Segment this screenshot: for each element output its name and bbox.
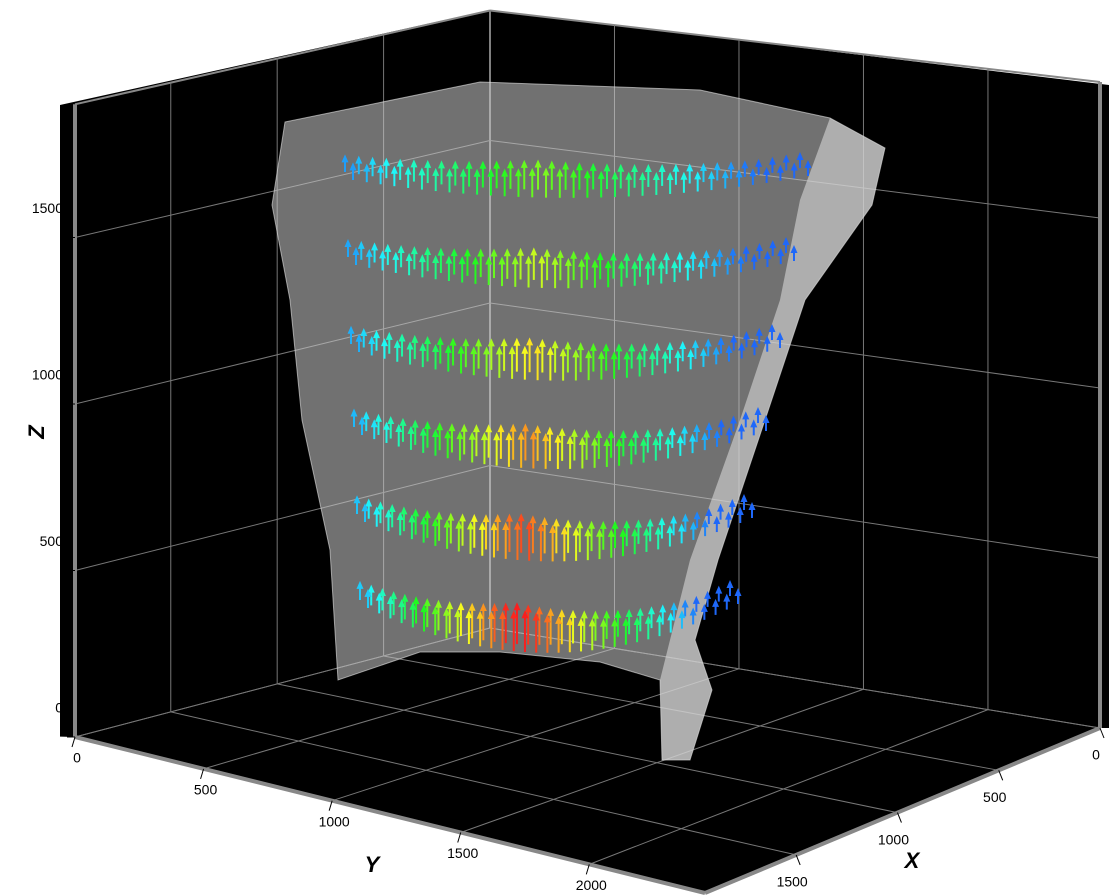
- z-tick-label: 500: [40, 533, 64, 549]
- y-tick-label: 500: [194, 782, 218, 798]
- z-axis-title: Z: [24, 424, 49, 440]
- x-tick-label: 1000: [878, 831, 909, 847]
- z-tick-label: 1000: [32, 367, 63, 383]
- page: {"chart_data": {"type": "quiver3d", "x_l…: [0, 0, 1109, 895]
- outer-background: [0, 0, 60, 895]
- x-tick-label: 1500: [777, 874, 808, 890]
- x-tick-label: 500: [983, 789, 1007, 805]
- chart: 0 500 1000 1500 0 500 1000 1500 2000 0 500 1000 1500…: [0, 0, 1109, 895]
- y-axis-title: Y: [365, 852, 382, 877]
- y-tick-label: 0: [73, 750, 81, 766]
- x-tick-label: 0: [1092, 747, 1100, 763]
- z-tick-label: 0: [55, 700, 63, 716]
- y-tick-label: 1000: [319, 813, 350, 829]
- x-axis-title: X: [903, 848, 921, 873]
- z-tick-label: 1500: [32, 200, 63, 216]
- y-tick-label: 1500: [447, 845, 478, 861]
- y-tick-label: 2000: [576, 877, 607, 893]
